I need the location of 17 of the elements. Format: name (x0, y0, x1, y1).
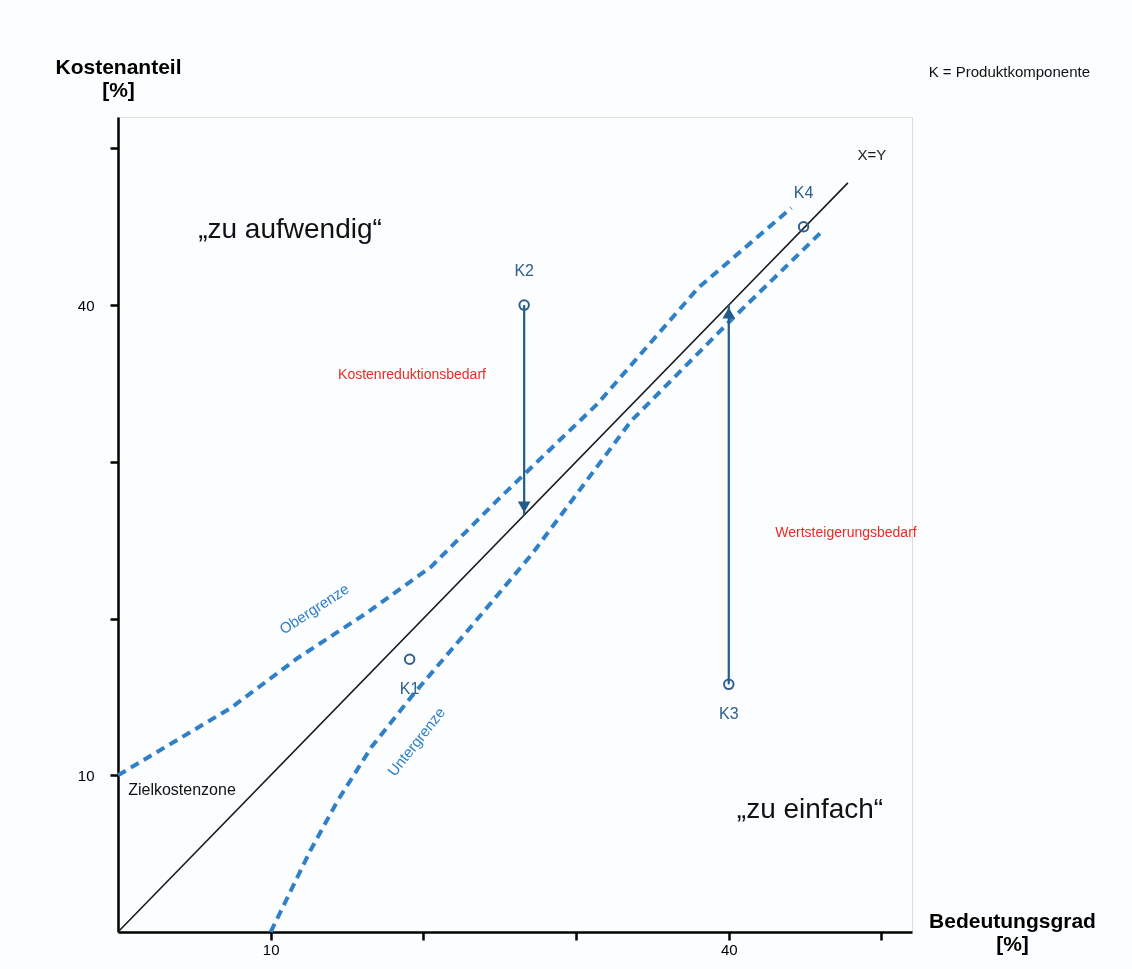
annotation: Kostenreduktionsbedarf (338, 366, 487, 382)
annotation: „zu einfach“ (736, 793, 884, 824)
x-axis-title: Bedeutungsgrad [%] (929, 908, 1096, 955)
point (403, 653, 416, 666)
annotation: „zu aufwendig“ (198, 213, 382, 244)
data-label: K2 (514, 262, 535, 280)
series-label: X=Y (857, 145, 887, 163)
annotation: Wertsteigerungsbedarf (775, 524, 917, 540)
data-label: K1 (399, 680, 420, 698)
point (518, 299, 530, 311)
point (797, 220, 810, 233)
data-label: K3 (718, 705, 739, 723)
annotation: Zielkostenzone (128, 781, 236, 798)
text: K = Produktkomponente (928, 63, 1090, 80)
data-label: K4 (793, 183, 814, 201)
point (723, 678, 735, 691)
y-axis-title: Kostenanteil [%] (55, 54, 182, 101)
